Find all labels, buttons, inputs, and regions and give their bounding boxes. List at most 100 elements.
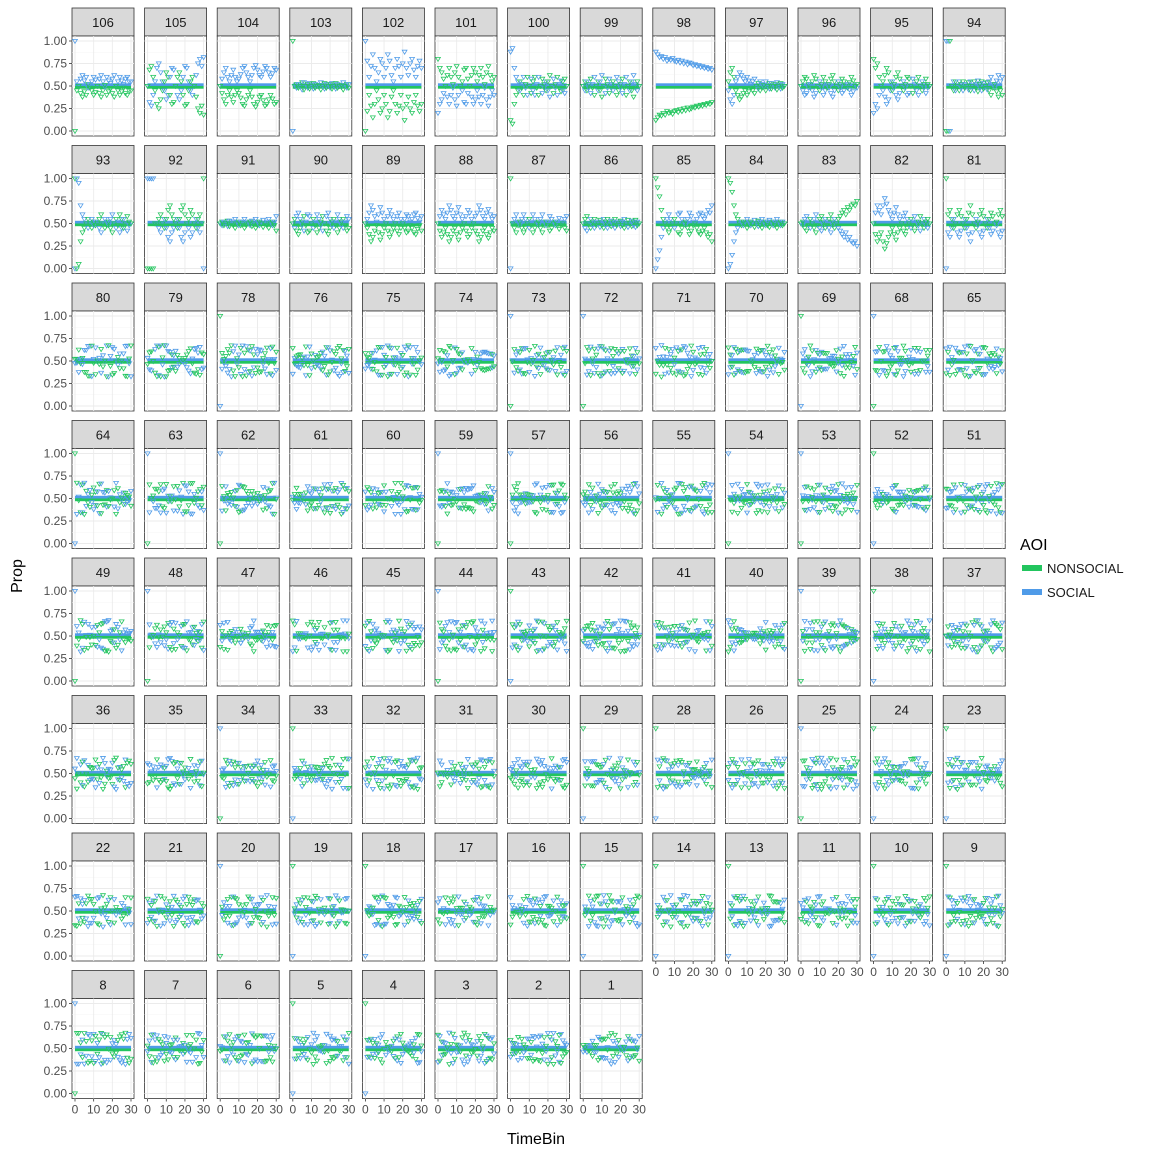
facet-panel-91: 91 xyxy=(217,146,279,274)
facet-panel-90: 90 xyxy=(290,146,352,274)
facet-strip-label: 72 xyxy=(604,290,618,305)
facet-panel-95: 95 xyxy=(871,8,933,136)
facet-strip-label: 101 xyxy=(455,15,477,30)
facet-panel-57: 57 xyxy=(508,421,570,549)
y-tick-label: 0.75 xyxy=(44,194,68,208)
facet-strip-label: 74 xyxy=(459,290,473,305)
facet-strip-label: 105 xyxy=(165,15,187,30)
facet-strip-label: 79 xyxy=(168,290,182,305)
y-tick-label: 0.25 xyxy=(44,102,68,116)
facet-strip-label: 91 xyxy=(241,153,255,168)
facet-panel-101: 101 xyxy=(435,8,497,136)
nonsocial-mean-band xyxy=(656,361,712,364)
facet-panel-53: 53 xyxy=(798,421,860,549)
facet-panel-98: 98 xyxy=(653,8,715,136)
facet-strip-label: 89 xyxy=(386,153,400,168)
nonsocial-mean-band xyxy=(438,499,494,502)
facet-panel-69: 69 xyxy=(798,283,860,411)
facet-strip-label: 52 xyxy=(894,428,908,443)
social-mean-band xyxy=(656,496,712,499)
social-mean-band xyxy=(656,358,712,361)
facet-strip-label: 95 xyxy=(894,15,908,30)
facet-panel-40: 40 xyxy=(725,558,787,686)
facet-strip-label: 55 xyxy=(677,428,691,443)
facet-strip-label: 43 xyxy=(531,565,545,580)
facet-strip-label: 46 xyxy=(314,565,328,580)
facet-panel-79: 79 xyxy=(145,283,207,411)
facet-panel-88: 88 xyxy=(435,146,497,274)
social-mean-band xyxy=(583,633,639,636)
y-tick-label: 0.00 xyxy=(44,262,68,276)
y-tick-label: 0.50 xyxy=(44,79,68,93)
nonsocial-mean-band xyxy=(365,86,421,89)
facet-panel-80: 800.000.250.500.751.00 xyxy=(44,283,134,413)
facet-strip-label: 84 xyxy=(749,153,763,168)
facet-panel-85: 85 xyxy=(653,146,715,274)
facet-strip-label: 57 xyxy=(531,428,545,443)
facet-strip-label: 47 xyxy=(241,565,255,580)
nonsocial-mean-band xyxy=(656,86,712,89)
facet-strip-label: 54 xyxy=(749,428,763,443)
facet-strip-label: 40 xyxy=(749,565,763,580)
facet-panel-92: 92 xyxy=(145,146,207,274)
y-tick-label: 1.00 xyxy=(44,447,68,461)
facet-strip-label: 59 xyxy=(459,428,473,443)
nonsocial-mean-band xyxy=(583,636,639,639)
facet-strip-label: 60 xyxy=(386,428,400,443)
facet-strip-label: 64 xyxy=(96,428,110,443)
nonsocial-mean-band xyxy=(365,224,421,227)
facet-strip-label: 104 xyxy=(237,15,259,30)
facet-panel-45: 45 xyxy=(362,558,424,686)
social-mean-band xyxy=(656,83,712,86)
facet-panel-102: 102 xyxy=(362,8,424,136)
y-tick-label: 0.00 xyxy=(44,124,68,138)
facet-panel-94: 94 xyxy=(943,8,1005,136)
facet-panel-60: 60 xyxy=(362,421,424,549)
facet-strip-label: 41 xyxy=(677,565,691,580)
facet-panel-43: 43 xyxy=(508,558,570,686)
facet-panel-103: 103 xyxy=(290,8,352,136)
nonsocial-mean-band xyxy=(583,361,639,364)
y-tick-label: 0.50 xyxy=(44,492,68,506)
facet-strip-label: 61 xyxy=(314,428,328,443)
facet-panel-42: 42 xyxy=(580,558,642,686)
facet-strip-label: 42 xyxy=(604,565,618,580)
facet-panel-47: 47 xyxy=(217,558,279,686)
facet-strip-label: 87 xyxy=(531,153,545,168)
facet-panel-63: 63 xyxy=(145,421,207,549)
facet-strip-label: 102 xyxy=(383,15,405,30)
facet-strip-label: 90 xyxy=(314,153,328,168)
facet-panel-55: 55 xyxy=(653,421,715,549)
facet-panel-75: 75 xyxy=(362,283,424,411)
facet-strip-label: 65 xyxy=(967,290,981,305)
facet-panel-61: 61 xyxy=(290,421,352,549)
facet-strip-label: 97 xyxy=(749,15,763,30)
social-mean-band xyxy=(365,633,421,636)
facet-strip-label: 81 xyxy=(967,153,981,168)
facet-panel-74: 74 xyxy=(435,283,497,411)
facet-strip-label: 63 xyxy=(168,428,182,443)
facet-panel-56: 56 xyxy=(580,421,642,549)
facet-strip-label: 51 xyxy=(967,428,981,443)
facet-strip-label: 94 xyxy=(967,15,981,30)
facet-strip-label: 69 xyxy=(822,290,836,305)
facet-strip-label: 85 xyxy=(677,153,691,168)
y-tick-label: 0.75 xyxy=(44,332,68,346)
facet-strip-label: 48 xyxy=(168,565,182,580)
facet-strip-label: 62 xyxy=(241,428,255,443)
facet-panel-72: 72 xyxy=(580,283,642,411)
facet-panel-84: 84 xyxy=(725,146,787,274)
facet-strip-label: 80 xyxy=(96,290,110,305)
facet-strip-label: 86 xyxy=(604,153,618,168)
y-tick-label: 1.00 xyxy=(44,584,68,598)
facet-panel-89: 89 xyxy=(362,146,424,274)
facet-strip-label: 53 xyxy=(822,428,836,443)
y-tick-label: 0.00 xyxy=(44,399,68,413)
facet-panel-70: 70 xyxy=(725,283,787,411)
facet-panel-62: 62 xyxy=(217,421,279,549)
nonsocial-mean-band xyxy=(220,86,276,89)
facet-panel-65: 65 xyxy=(943,283,1005,411)
